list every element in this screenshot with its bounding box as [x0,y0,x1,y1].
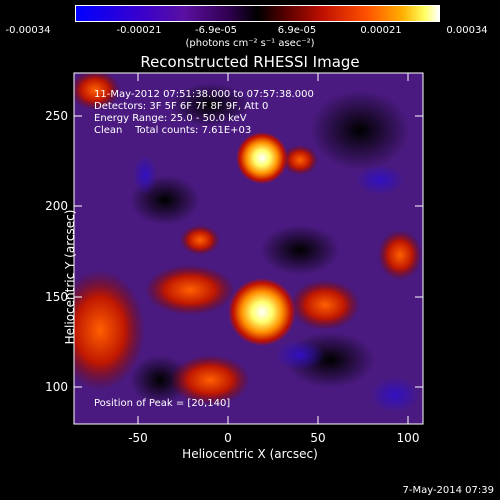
axis-ticks [74,73,423,424]
y-tick-label: 250 [45,109,68,123]
plot-title: Reconstructed RHESSI Image [140,53,360,71]
x-tick-label: -50 [128,431,148,445]
clean-counts-text: Clean Total counts: 7.61E+03 [94,125,252,136]
footer-date: 7-May-2014 07:39 [402,485,494,496]
time-range-text: 11-May-2012 07:51:38.000 to 07:57:38.000 [94,89,314,100]
energy-range-text: Energy Range: 25.0 - 50.0 keV [94,113,247,124]
y-tick-label: 200 [45,199,68,213]
colorbar-tick: 6.9e-05 [277,25,317,36]
plot-frame [73,72,424,425]
colorbar-units: (photons cm⁻² s⁻¹ asec⁻²) [185,38,315,49]
detectors-text: Detectors: 3F 5F 6F 7F 8F 9F, Att 0 [94,101,269,112]
heatmap-image [74,73,423,424]
colorbar-tick: 0.00034 [446,25,488,36]
y-axis-label: Heliocentric Y (arcsec) [63,209,77,345]
x-axis-label: Heliocentric X (arcsec) [182,447,318,461]
colorbar-tick: -6.9e-05 [195,25,237,36]
x-tick-label: 50 [310,431,326,445]
peak-position-text: Position of Peak = [20,140] [94,398,231,409]
peak-source [236,132,288,184]
colorbar-tick: -0.00034 [5,25,51,36]
colorbar-tick: -0.00021 [116,25,162,36]
colorbar [75,5,440,22]
peak-source [228,278,296,346]
colorbar-tick: 0.00021 [360,25,402,36]
x-tick-label: 0 [224,431,232,445]
y-tick-label: 100 [45,380,68,394]
y-tick-label: 150 [45,290,68,304]
x-tick-label: 100 [396,431,420,445]
